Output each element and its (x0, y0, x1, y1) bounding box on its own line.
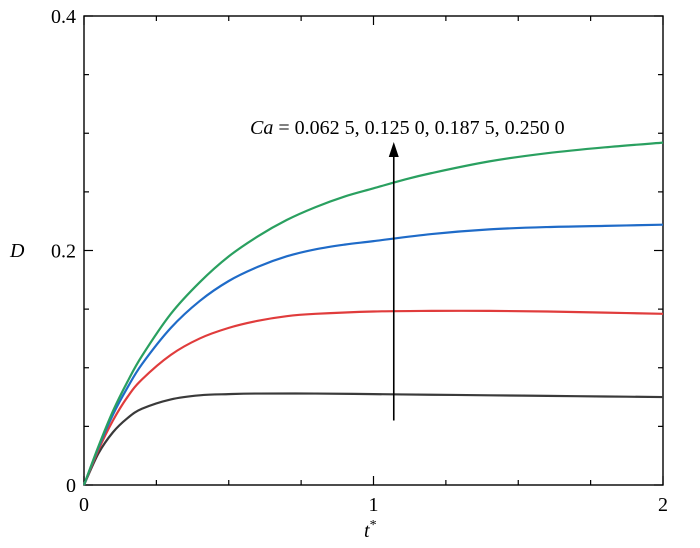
x-tick-label: 0 (79, 494, 89, 516)
ca-increase-arrowhead (388, 141, 399, 157)
series-line-1 (82, 392, 664, 486)
y-axis-label: D (9, 240, 25, 262)
series-line-4 (82, 141, 664, 486)
plot-frame (83, 15, 664, 486)
ca-values: = 0.062 5, 0.125 0, 0.187 5, 0.250 0 (273, 117, 564, 139)
axes: 0 1 2 0 0.2 0.4 (51, 6, 668, 516)
series-group (82, 141, 664, 486)
x-axis-label-main: t (364, 520, 370, 542)
ca-symbol: Ca (250, 117, 273, 139)
x-axis-label: t* (364, 518, 377, 542)
y-tick-label: 0.4 (51, 6, 76, 28)
annotation-group: Ca = 0.062 5, 0.125 0, 0.187 5, 0.250 0 (250, 117, 565, 421)
axis-labels: D t* (9, 240, 377, 542)
y-tick-label: 0.2 (51, 241, 76, 263)
y-tick-label: 0 (66, 475, 76, 497)
x-tick-label: 1 (369, 494, 379, 516)
ca-annotation: Ca = 0.062 5, 0.125 0, 0.187 5, 0.250 0 (250, 117, 565, 139)
series-line-3 (82, 223, 664, 486)
x-axis-label-sup: * (370, 518, 377, 533)
series-line-2 (82, 309, 664, 486)
x-tick-label: 2 (658, 494, 668, 516)
